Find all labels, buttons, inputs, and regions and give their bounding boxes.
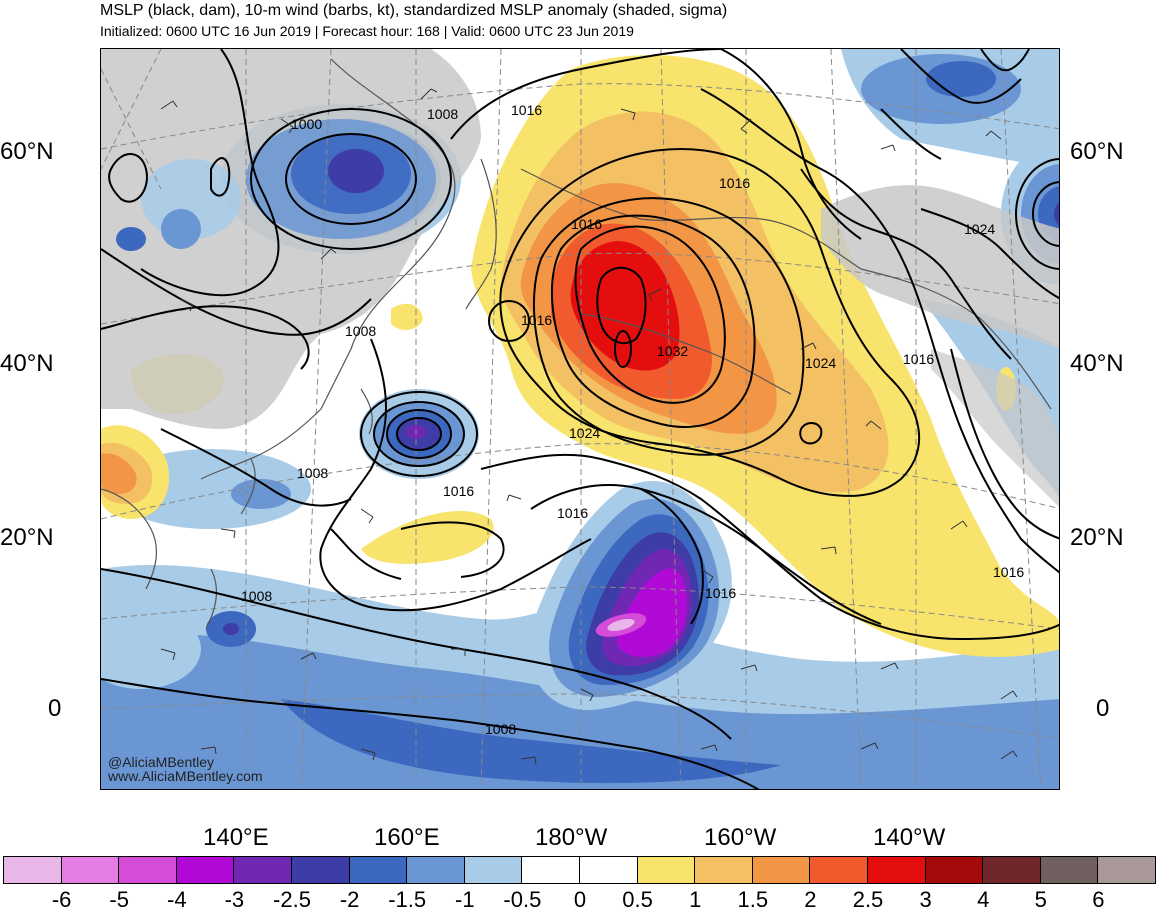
isobar-label: 1016 [521, 312, 552, 328]
lon-label-180w: 180°W [535, 824, 608, 851]
colorbar-swatch [1097, 856, 1156, 884]
colorbar-tick-label: -6 [51, 887, 72, 912]
colorbar-tick-label: 5 [1034, 887, 1047, 912]
colorbar-tick-label: -2.5 [273, 887, 311, 912]
colorbar-swatch [60, 856, 120, 884]
colorbar-tick-label: 0 [573, 887, 587, 912]
isobar-label: 1024 [569, 425, 600, 441]
lon-label-160w: 160°W [704, 824, 777, 851]
isobar-label: 1008 [485, 721, 516, 737]
colorbar-tick-label: 2 [804, 887, 817, 912]
colorbar-swatch [866, 856, 926, 884]
lon-label-140w: 140°W [873, 824, 946, 851]
lat-label-40n-left: 40°N [0, 350, 54, 377]
colorbar-swatch [175, 856, 235, 884]
colorbar-swatch [3, 856, 62, 884]
lat-label-60n-right: 60°N [1070, 138, 1124, 165]
isobar-label: 1024 [805, 355, 836, 371]
credit-handle: @AliciaMBentley [108, 754, 215, 770]
isobar-label: 1000 [291, 116, 322, 132]
colorbar-swatch [521, 856, 580, 884]
lat-label-eq-left: 0 [48, 695, 62, 722]
colorbar-tick-label: 4 [977, 887, 990, 912]
colorbar-tick-label: 1.5 [737, 887, 769, 912]
colorbar-tick-label: -0.5 [503, 887, 542, 912]
colorbar-tick-label: -1 [455, 887, 475, 912]
isobar-label: 1016 [557, 505, 588, 521]
isobar-label: 1008 [427, 106, 458, 122]
isobar-label: 1016 [443, 483, 474, 499]
lat-label-20n-left: 20°N [0, 524, 54, 551]
lat-label-60n-left: 60°N [0, 138, 54, 165]
colorbar-swatch [1039, 856, 1099, 884]
colorbar-tick-label: -3 [224, 887, 245, 912]
colorbar-tick-label: 2.5 [852, 887, 884, 912]
colorbar-swatch [233, 856, 292, 884]
isobar-label: 1016 [571, 216, 602, 232]
lon-label-140e: 140°E [203, 824, 269, 851]
isobar-label: 1032 [657, 343, 688, 359]
colorbar-swatch [924, 856, 984, 884]
colorbar-tick-label: 3 [919, 887, 932, 912]
colorbar-swatch [578, 856, 638, 884]
colorbar-swatch [463, 856, 523, 884]
colorbar-tick-label: -5 [109, 887, 129, 912]
colorbar-tick-label: 0.5 [622, 887, 653, 912]
colorbar-swatch [118, 856, 177, 884]
isobar-label: 1008 [297, 465, 328, 481]
colorbar-swatch [636, 856, 696, 884]
colorbar-swatch [751, 856, 811, 884]
colorbar-tick-label: 1 [689, 887, 702, 912]
lat-label-eq-right: 0 [1096, 695, 1110, 722]
colorbar-swatch [348, 856, 408, 884]
isobar-label: 1016 [993, 564, 1024, 580]
colorbar-swatch [290, 856, 350, 884]
isobar-label: 1016 [511, 102, 542, 118]
colorbar-tick-label: -2 [339, 887, 360, 912]
colorbar-swatch [982, 856, 1041, 884]
chart-title: MSLP (black, dam), 10-m wind (barbs, kt)… [100, 2, 728, 19]
lat-label-40n-right: 40°N [1070, 350, 1124, 377]
colorbar-tick-label: 6 [1092, 887, 1105, 912]
map-canvas: 1008 1016 1000 1016 1016 1024 1008 1016 … [101, 49, 1059, 789]
colorbar-swatch [406, 856, 465, 884]
credit-website: www.AliciaMBentley.com [108, 768, 263, 784]
isobar-label: 1024 [964, 221, 995, 237]
isobar-label: 1016 [903, 351, 934, 367]
isobar-label: 1008 [241, 588, 272, 604]
colorbar-tick-label: -1.5 [388, 887, 427, 912]
isobar-label: 1016 [719, 175, 750, 191]
colorbar-swatch [809, 856, 868, 884]
map-panel: 1008 1016 1000 1016 1016 1024 1008 1016 … [100, 48, 1060, 790]
colorbar [3, 856, 1156, 884]
colorbar-swatch [694, 856, 753, 884]
isobar-label: 1008 [345, 323, 376, 339]
chart-subtitle: Initialized: 0600 UTC 16 Jun 2019 | Fore… [100, 23, 634, 39]
lon-label-160e: 160°E [374, 824, 440, 851]
colorbar-tick-label: -4 [167, 887, 187, 912]
isobar-label: 1016 [705, 585, 736, 601]
lat-label-20n-right: 20°N [1070, 524, 1124, 551]
